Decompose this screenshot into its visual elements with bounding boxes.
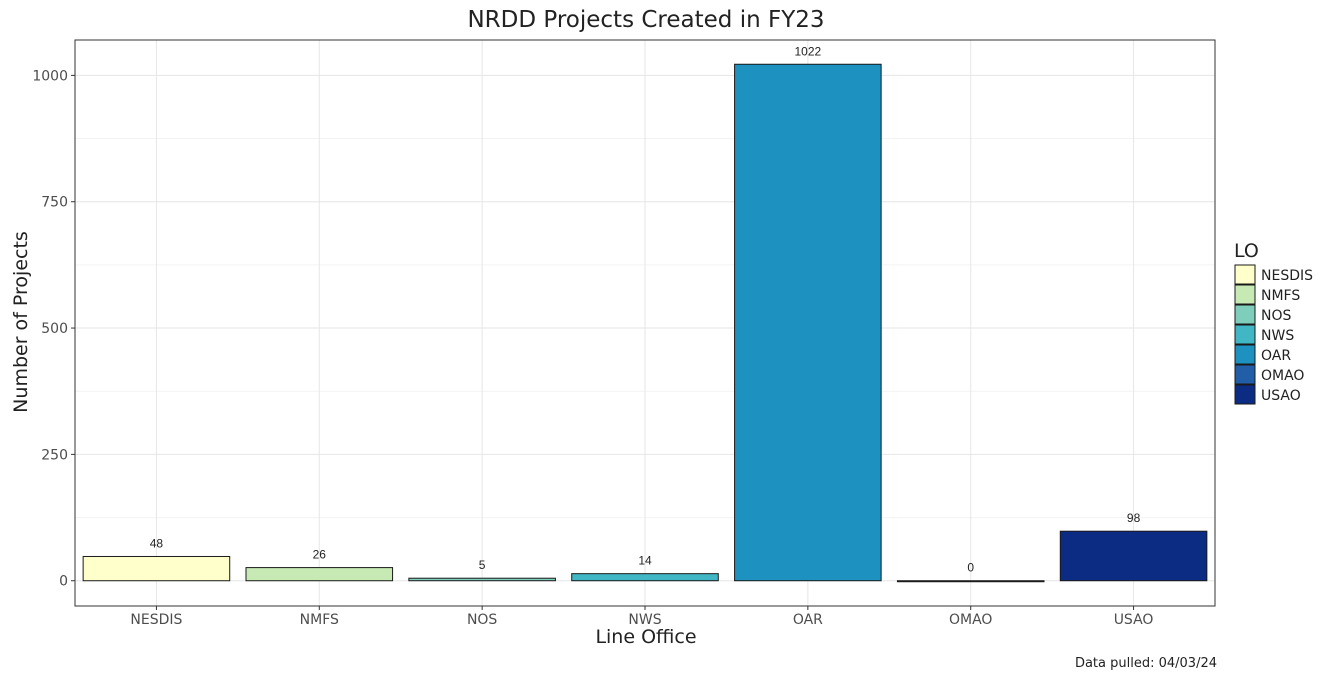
x-tick-label-omao: OMAO bbox=[949, 612, 992, 628]
data-labels: 48 26 5 14 1022 0 98 bbox=[150, 44, 1141, 574]
bar-omao bbox=[896, 580, 1045, 583]
legend-label-nos: NOS bbox=[1261, 308, 1291, 324]
bar-nmfs bbox=[245, 567, 394, 582]
legend-key-omao bbox=[1234, 364, 1256, 385]
x-tick-label-nws: NWS bbox=[628, 612, 661, 628]
legend-label-oar: OAR bbox=[1261, 348, 1291, 364]
bar-nws bbox=[571, 573, 719, 582]
y-axis-title: Number of Projects bbox=[10, 231, 32, 413]
data-label-nmfs: 26 bbox=[313, 548, 327, 562]
legend-key-nos bbox=[1234, 304, 1256, 325]
legend-key-nesdis bbox=[1234, 264, 1256, 285]
x-axis-title: Line Office bbox=[595, 626, 696, 648]
legend-key-nws bbox=[1234, 324, 1256, 345]
legend-label-nmfs: NMFS bbox=[1261, 288, 1300, 304]
y-tick-label: 500 bbox=[41, 321, 68, 337]
caption: Data pulled: 04/03/24 bbox=[1075, 656, 1217, 671]
chart-title: NRDD Projects Created in FY23 bbox=[467, 7, 824, 33]
y-tick-label: 750 bbox=[41, 195, 68, 211]
bar-oar bbox=[734, 63, 882, 582]
y-tick-label: 250 bbox=[41, 447, 68, 463]
bar-nesdis bbox=[82, 555, 231, 582]
y-tick-label: 1000 bbox=[32, 68, 68, 84]
data-label-nesdis: 48 bbox=[150, 536, 164, 550]
grid-lines bbox=[75, 40, 1215, 606]
y-axis: 0 250 500 750 1000 bbox=[32, 68, 75, 590]
bars bbox=[82, 63, 1208, 583]
x-tick-label-nos: NOS bbox=[467, 612, 497, 628]
legend-label-nesdis: NESDIS bbox=[1261, 268, 1313, 284]
bar-usao bbox=[1059, 530, 1208, 582]
x-tick-label-nmfs: NMFS bbox=[300, 612, 339, 628]
legend-title: LO bbox=[1234, 240, 1259, 262]
legend-key-nmfs bbox=[1234, 284, 1256, 305]
legend-key-oar bbox=[1234, 344, 1256, 365]
data-label-nos: 5 bbox=[479, 558, 486, 572]
legend: LO NESDIS NMFS NOS NWS OAR OMAO USAO bbox=[1234, 240, 1313, 405]
data-label-oar: 1022 bbox=[795, 44, 822, 58]
data-label-omao: 0 bbox=[967, 561, 974, 575]
x-axis: NESDIS NMFS NOS NWS OAR OMAO USAO bbox=[130, 606, 1153, 628]
legend-label-omao: OMAO bbox=[1261, 368, 1304, 384]
data-label-nws: 14 bbox=[638, 554, 652, 568]
legend-label-usao: USAO bbox=[1261, 388, 1301, 404]
y-tick-label: 0 bbox=[59, 574, 68, 590]
data-label-usao: 98 bbox=[1127, 511, 1141, 525]
bar-nos bbox=[408, 577, 556, 582]
x-tick-label-nesdis: NESDIS bbox=[130, 612, 182, 628]
x-tick-label-oar: OAR bbox=[793, 612, 823, 628]
legend-label-nws: NWS bbox=[1261, 328, 1294, 344]
legend-key-usao bbox=[1234, 384, 1256, 405]
x-tick-label-usao: USAO bbox=[1114, 612, 1154, 628]
